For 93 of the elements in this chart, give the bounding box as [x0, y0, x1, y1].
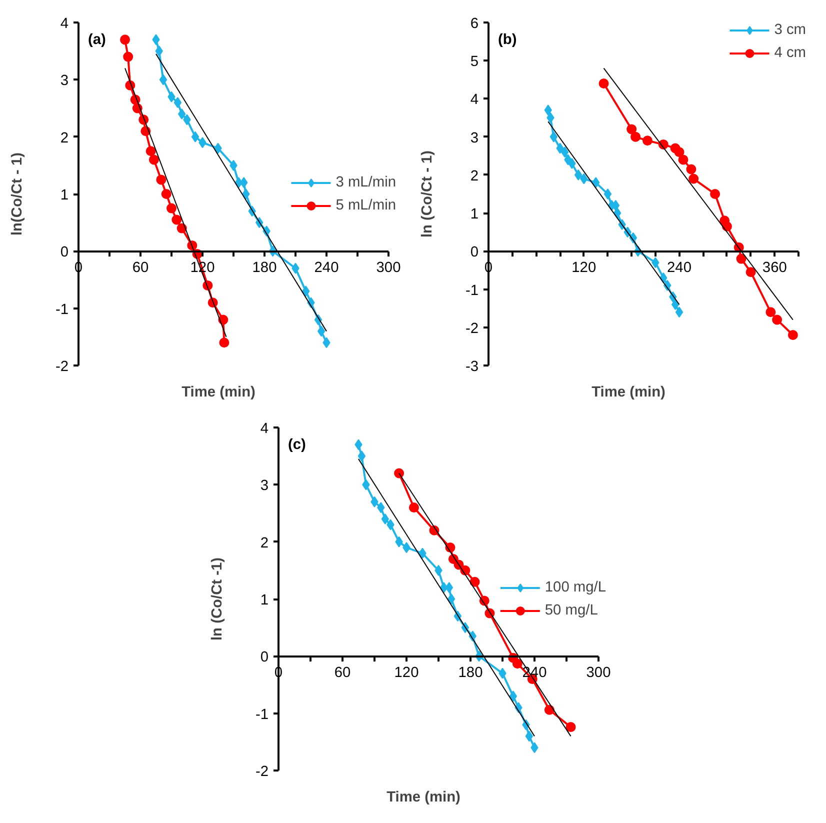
y-tick-label: 1 — [60, 188, 69, 204]
point — [674, 147, 684, 158]
point — [746, 267, 756, 278]
y-axis-title: ln (Co/Ct - 1) — [420, 150, 436, 238]
point — [174, 97, 182, 108]
point — [166, 203, 176, 214]
y-tick-label: 4 — [260, 421, 269, 438]
y-tick-label: 2 — [60, 130, 69, 146]
point — [736, 254, 746, 264]
y-tick-label: 5 — [470, 54, 479, 70]
y-tick-label: -1 — [55, 302, 69, 318]
y-tick-label: 4 — [60, 16, 69, 32]
y-tick-label: 2 — [260, 535, 269, 552]
point — [788, 330, 798, 340]
y-tick-label: 2 — [470, 168, 479, 184]
y-tick-label: 1 — [260, 592, 269, 608]
point — [408, 502, 419, 513]
point — [678, 154, 688, 165]
legend-label: 5 mL/min — [336, 197, 396, 213]
point — [574, 169, 582, 180]
x-tick-label: 120 — [572, 260, 596, 276]
x-axis-title: Time (min) — [386, 790, 461, 806]
point — [675, 306, 684, 318]
x-tick-label: 60 — [334, 665, 351, 682]
y-tick-label: 3 — [60, 73, 69, 90]
point — [626, 124, 637, 134]
text: (c) — [288, 437, 306, 453]
point — [120, 34, 130, 45]
point — [722, 221, 732, 232]
legend-label: 3 mL/min — [336, 174, 396, 190]
point — [686, 164, 696, 174]
legend-label: 100 mg/L — [544, 579, 606, 595]
y-tick-label: 0 — [470, 244, 479, 261]
point — [566, 722, 576, 732]
point — [772, 314, 782, 325]
y-tick-label: 1 — [470, 206, 479, 223]
x-tick-label: 240 — [314, 260, 339, 276]
y-axis-title: ln (Co/Ct -1) — [210, 557, 226, 641]
point — [604, 188, 612, 200]
point — [470, 576, 480, 587]
y-tick-label: -3 — [465, 358, 479, 375]
legend-label: 50 mg/L — [544, 602, 598, 618]
x-tick-label: 300 — [376, 260, 401, 276]
x-tick-label: 120 — [394, 665, 419, 682]
point — [146, 146, 156, 156]
x-tick-label: 180 — [252, 260, 277, 276]
point — [592, 177, 600, 188]
point — [560, 146, 569, 158]
point — [512, 658, 522, 669]
y-tick-label: -2 — [55, 358, 69, 375]
point — [642, 136, 652, 146]
point — [544, 704, 554, 715]
x-tick-label: 60 — [132, 260, 149, 276]
point — [598, 78, 609, 88]
y-tick-label: 3 — [470, 130, 479, 146]
point — [358, 450, 366, 462]
point — [766, 307, 776, 318]
point — [550, 131, 558, 142]
point — [630, 132, 641, 142]
text: (b) — [498, 32, 517, 48]
point — [688, 174, 699, 184]
y-tick-label: -1 — [255, 706, 269, 723]
point — [710, 189, 720, 199]
x-tick-label: 180 — [458, 665, 483, 682]
text: (a) — [88, 32, 106, 48]
point — [447, 594, 456, 604]
point — [123, 52, 134, 62]
x-tick-label: 360 — [762, 260, 787, 276]
point — [191, 131, 200, 142]
y-tick-label: 4 — [470, 92, 479, 108]
point — [671, 299, 680, 310]
point — [172, 214, 182, 225]
point — [219, 338, 230, 348]
y-tick-label: -2 — [255, 764, 269, 780]
point — [161, 189, 172, 199]
y-tick-label: 0 — [260, 650, 269, 666]
legend-label: 4 cm — [774, 45, 806, 61]
y-tick-label: 6 — [470, 16, 479, 32]
y-tick-label: -2 — [465, 320, 479, 337]
x-axis-title: Time (min) — [182, 384, 256, 400]
y-tick-label: 3 — [260, 478, 269, 494]
y-tick-label: 0 — [60, 244, 69, 261]
point — [156, 174, 166, 185]
point — [148, 154, 159, 165]
y-axis-title: ln(Co/Ct - 1) — [10, 152, 26, 236]
y-tick-label: -1 — [465, 282, 479, 299]
legend-label: 3 cm — [774, 22, 806, 38]
x-axis-title: Time (min) — [592, 384, 666, 400]
point — [394, 468, 404, 478]
point — [159, 74, 168, 86]
x-tick-label: 300 — [586, 665, 611, 682]
x-tick-label: 240 — [667, 260, 692, 276]
point — [242, 188, 250, 200]
